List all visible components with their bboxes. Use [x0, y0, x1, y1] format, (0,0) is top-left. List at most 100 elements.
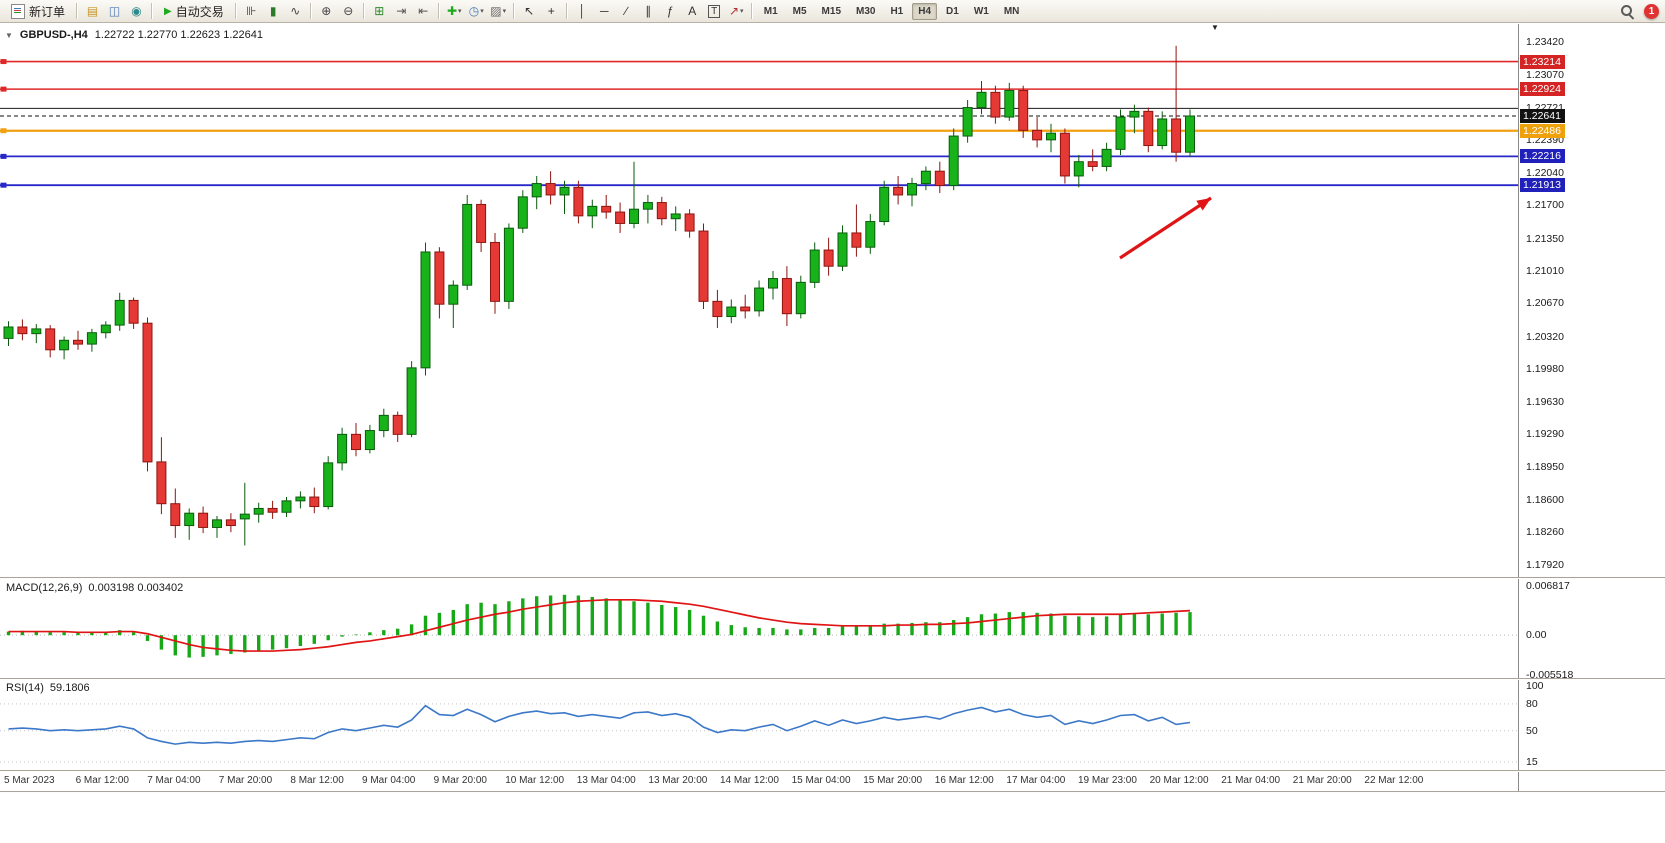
candle [781, 266, 792, 327]
channel-icon[interactable]: ∥ [638, 1, 659, 22]
candle [420, 242, 431, 376]
time-tick-label: 8 Mar 12:00 [290, 775, 344, 786]
tile-windows-icon-glyph: ⊞ [374, 4, 385, 18]
auto-trading-button[interactable]: ▶ 自动交易 [157, 1, 231, 22]
periods-icon[interactable]: ◷ ▾ [466, 1, 487, 22]
bar-chart-icon[interactable]: ⊪ [241, 1, 262, 22]
dropdown-caret-icon: ▾ [480, 7, 484, 15]
candle [351, 422, 361, 457]
candle [1101, 142, 1112, 172]
timeframe-m30[interactable]: M30 [856, 5, 876, 17]
navigator-icon[interactable]: ◉ [126, 1, 147, 22]
tile-windows-icon[interactable]: ⊞ [369, 1, 390, 22]
candle [1032, 117, 1043, 148]
timeframe-d1[interactable]: D1 [946, 5, 959, 17]
search-icon[interactable] [1620, 4, 1635, 19]
line-handle[interactable] [0, 59, 7, 65]
candle [281, 497, 292, 517]
toolbar: 新订单 ▤ ◫ ◉ ▶ 自动交易 ⊪ ▮ ∿ ⊕ ⊖ ⊞ ⇥ ⇤ ✚ ▾ ◷ ▾ ▨ ▾ ↖ + │ ─ ∕ ∥ ƒ A T ↗ ▾ M1 M5… [0, 0, 1665, 23]
arrow-objects-icon-glyph: ↗ [728, 4, 739, 18]
timeframe-h4[interactable]: H4 [912, 2, 938, 20]
text-label-icon[interactable]: T [704, 1, 725, 22]
panel-divider[interactable] [0, 577, 1665, 579]
time-tick-label: 6 Mar 12:00 [75, 775, 129, 786]
time-tick-label: 9 Mar 20:00 [433, 775, 487, 786]
arrow-annotation-head[interactable] [1196, 198, 1211, 211]
vertical-line-icon[interactable]: │ [572, 1, 593, 22]
horizontal-line-icon[interactable]: ─ [594, 1, 615, 22]
trendline-icon[interactable]: ∕ [616, 1, 637, 22]
price-tick-label: 1.18260 [1526, 526, 1564, 539]
navigator-icon-glyph: ◉ [131, 4, 142, 18]
auto-scroll-icon-glyph: ⇥ [396, 4, 407, 18]
time-tick-label: 10 Mar 12:00 [505, 775, 565, 786]
candle [754, 280, 765, 317]
zoom-out-icon[interactable]: ⊖ [338, 1, 359, 22]
templates-icon[interactable]: ▨ ▾ [488, 1, 509, 22]
text-icon[interactable]: A [682, 1, 703, 22]
line-chart-icon[interactable]: ∿ [285, 1, 306, 22]
timeframe-m5[interactable]: M5 [792, 5, 807, 17]
price-tick-label: 1.21350 [1526, 232, 1564, 245]
candle [1129, 104, 1140, 134]
panel-divider[interactable] [0, 678, 1665, 680]
timeframe-m15[interactable]: M15 [821, 5, 841, 17]
candle [434, 247, 445, 319]
chart-shift-icon[interactable]: ⇤ [413, 1, 434, 22]
chart-shift-marker-icon[interactable]: ▼ [1211, 23, 1219, 32]
macd-tick-label: -0.005518 [1526, 668, 1574, 681]
notification-badge[interactable]: 1 [1644, 3, 1659, 19]
new-order-button[interactable]: 新订单 [4, 1, 72, 22]
zoom-in-icon[interactable]: ⊕ [316, 1, 337, 22]
panel-divider[interactable] [0, 770, 1665, 772]
candle [59, 336, 70, 360]
arrow-annotation[interactable] [1119, 196, 1212, 260]
charts-icon[interactable]: ▤ [82, 1, 103, 22]
toolbar-separator [362, 3, 365, 19]
candle [392, 411, 403, 442]
candlestick-chart-icon[interactable]: ▮ [263, 1, 284, 22]
one-click-collapse-icon[interactable]: ▼ [5, 30, 13, 40]
line-handle[interactable] [0, 86, 7, 92]
line-handle[interactable] [0, 182, 7, 188]
candle [184, 508, 195, 540]
timeframe-m1[interactable]: M1 [763, 5, 778, 17]
new-chart-icon[interactable]: ✚ ▾ [444, 1, 465, 22]
candle [698, 223, 709, 309]
rsi-tick-label: 50 [1526, 724, 1538, 737]
candle [114, 292, 125, 331]
candle [86, 328, 97, 352]
macd-panel [0, 594, 1518, 658]
arrow-objects-icon[interactable]: ↗ ▾ [726, 1, 747, 22]
macd-tick-label: 0.006817 [1526, 580, 1570, 592]
price-line-box: 1.22924 [1520, 82, 1565, 97]
timeframe-w1[interactable]: W1 [973, 5, 989, 17]
price-tick-label: 1.23420 [1526, 36, 1564, 48]
dropdown-caret-icon: ▾ [458, 7, 462, 15]
candle [907, 177, 917, 207]
time-tick-label: 14 Mar 12:00 [720, 775, 779, 786]
timeframe-h1[interactable]: H1 [890, 5, 904, 17]
price-tick-label: 1.17920 [1526, 558, 1564, 571]
candle [156, 437, 167, 515]
crosshair-icon[interactable]: + [541, 1, 562, 22]
dropdown-caret-icon: ▾ [502, 7, 507, 15]
time-tick-label: 7 Mar 20:00 [218, 775, 273, 786]
auto-scroll-icon[interactable]: ⇥ [391, 1, 412, 22]
candle [962, 99, 973, 143]
price-tick-label: 1.21010 [1526, 264, 1564, 277]
fibonacci-icon[interactable]: ƒ [660, 1, 681, 22]
rsi-tick-label: 15 [1526, 755, 1538, 768]
line-handle[interactable] [0, 128, 7, 134]
candle [948, 128, 959, 191]
data-window-icon[interactable]: ◫ [104, 1, 125, 22]
timeframe-mn[interactable]: MN [1003, 5, 1020, 17]
auto-trading-icon: ▶ [164, 5, 172, 17]
zoom-in-icon-glyph: ⊕ [321, 4, 332, 18]
cursor-icon[interactable]: ↖ [519, 1, 540, 22]
candle [1171, 45, 1182, 162]
candle [670, 206, 681, 232]
line-handle[interactable] [0, 153, 7, 159]
candle [615, 202, 626, 233]
candle [712, 289, 723, 328]
